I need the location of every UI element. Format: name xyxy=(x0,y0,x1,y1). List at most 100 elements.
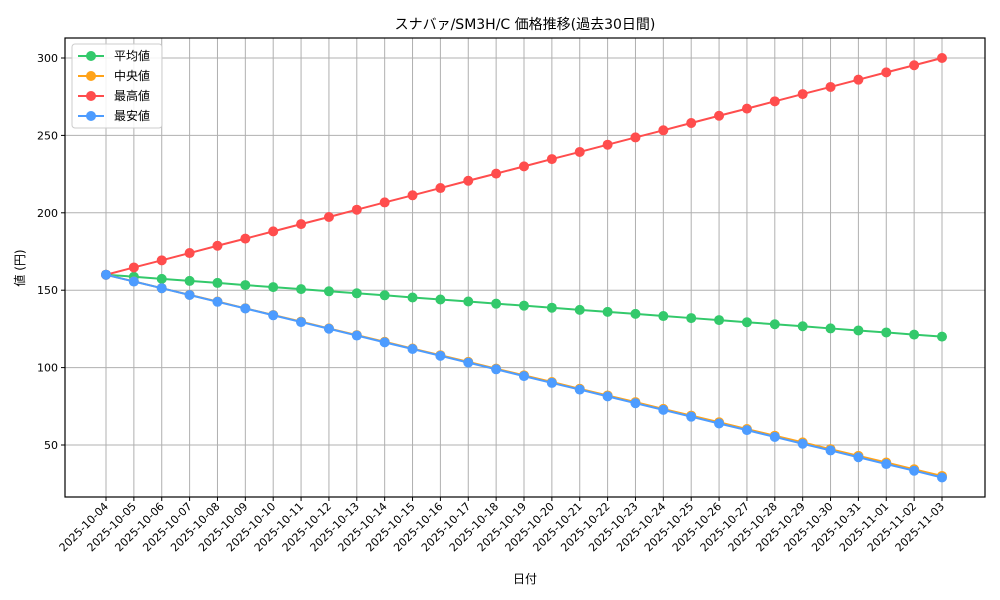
legend-item: 平均値 xyxy=(78,48,150,63)
legend-label: 平均値 xyxy=(114,48,150,63)
data-point xyxy=(407,190,418,201)
data-point xyxy=(435,183,446,194)
data-point xyxy=(491,364,502,375)
data-point xyxy=(323,211,334,222)
data-point xyxy=(435,294,446,305)
data-point xyxy=(853,74,864,85)
data-point xyxy=(268,310,279,321)
data-point xyxy=(825,445,836,456)
data-point xyxy=(212,277,223,288)
data-point xyxy=(296,284,307,295)
data-point xyxy=(268,282,279,293)
data-point xyxy=(881,459,892,470)
data-point xyxy=(602,306,613,317)
y-axis-ticks: 50 100 150 200 250 300 xyxy=(37,52,65,452)
data-point xyxy=(630,308,641,319)
data-point xyxy=(658,404,669,415)
data-point xyxy=(156,255,167,266)
data-point xyxy=(407,344,418,355)
data-point xyxy=(769,319,780,330)
data-point xyxy=(769,96,780,107)
chart-title: スナバァ/SM3H/C 価格推移(過去30日間) xyxy=(395,17,656,33)
data-point xyxy=(630,132,641,143)
data-point xyxy=(574,384,585,395)
legend-label: 最高値 xyxy=(114,88,150,103)
data-point xyxy=(128,276,139,287)
data-point xyxy=(323,323,334,334)
grid-lines xyxy=(65,38,985,497)
data-point xyxy=(463,296,474,307)
data-point xyxy=(519,161,529,172)
data-point xyxy=(769,431,780,442)
data-point xyxy=(351,330,362,341)
data-point xyxy=(909,60,920,71)
data-point xyxy=(184,289,195,300)
data-point xyxy=(351,288,362,299)
data-point xyxy=(546,154,557,165)
data-point xyxy=(686,313,697,324)
data-point xyxy=(658,311,669,322)
data-point xyxy=(853,325,864,336)
legend-item: 中央値 xyxy=(78,68,150,83)
y-tick-label: 300 xyxy=(37,52,58,65)
data-point xyxy=(240,233,251,244)
data-point xyxy=(379,290,390,301)
data-point xyxy=(491,298,502,309)
data-point xyxy=(602,391,613,402)
x-axis-label: 日付 xyxy=(513,572,537,586)
data-point xyxy=(741,425,752,436)
data-point xyxy=(491,168,502,179)
data-point xyxy=(881,327,892,338)
data-point xyxy=(825,323,836,334)
data-point xyxy=(184,248,195,259)
data-point xyxy=(184,275,195,286)
data-point xyxy=(797,89,808,100)
data-point xyxy=(212,296,223,307)
data-point xyxy=(909,329,920,340)
data-point xyxy=(240,280,251,291)
data-point xyxy=(937,331,947,342)
data-point xyxy=(435,350,446,361)
data-point xyxy=(240,303,251,314)
y-tick-label: 50 xyxy=(44,439,58,452)
data-point xyxy=(825,81,836,92)
series-最安値 xyxy=(101,269,947,483)
data-point xyxy=(296,219,307,230)
data-point xyxy=(101,269,111,280)
data-point xyxy=(156,273,167,284)
data-point xyxy=(407,292,418,303)
data-point xyxy=(296,317,307,328)
data-point xyxy=(128,262,139,273)
x-axis-ticks: 2025-10-042025-10-052025-10-062025-10-07… xyxy=(57,497,947,554)
data-point xyxy=(853,452,864,463)
data-point xyxy=(156,283,167,294)
data-point xyxy=(714,418,725,429)
data-point xyxy=(212,240,223,251)
y-tick-label: 250 xyxy=(37,129,58,142)
data-point xyxy=(574,304,585,315)
data-point xyxy=(602,139,613,150)
data-point xyxy=(519,300,529,311)
data-point xyxy=(686,118,697,129)
data-point xyxy=(881,67,892,78)
data-point xyxy=(463,175,474,186)
data-point xyxy=(379,197,390,208)
data-point xyxy=(268,226,279,237)
data-point xyxy=(574,146,585,157)
y-tick-label: 200 xyxy=(37,207,58,220)
data-point xyxy=(658,125,669,136)
data-point xyxy=(797,438,808,449)
y-tick-label: 100 xyxy=(37,362,58,375)
data-point xyxy=(351,204,362,215)
legend-label: 中央値 xyxy=(114,68,150,83)
data-point xyxy=(463,357,474,368)
legend-item: 最高値 xyxy=(78,88,150,103)
series-lines xyxy=(101,53,947,483)
data-point xyxy=(630,398,641,409)
data-point xyxy=(714,110,725,121)
data-point xyxy=(741,317,752,328)
data-point xyxy=(909,465,920,476)
y-axis-label: 値 (円) xyxy=(12,249,27,286)
